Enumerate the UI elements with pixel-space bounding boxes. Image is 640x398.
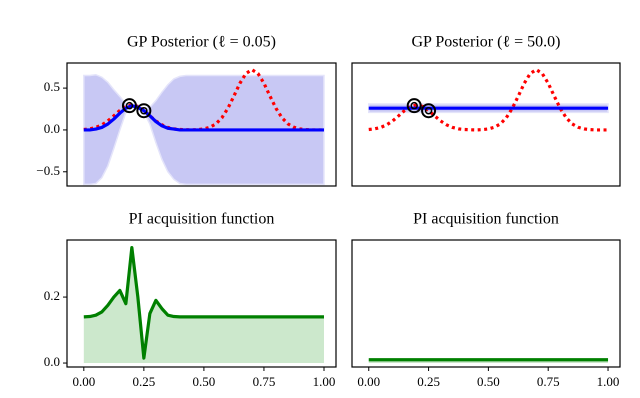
y-tick-label: 0.0 (44, 354, 60, 369)
x-tick-label: 0.00 (72, 374, 95, 389)
subplot-title: GP Posterior (ℓ = 50.0) (412, 34, 561, 51)
observation-core (125, 101, 134, 110)
subplot-title: PI acquisition function (413, 211, 559, 228)
observation-core (140, 106, 148, 115)
y-tick-label: −0.5 (36, 163, 60, 178)
subplot-title: GP Posterior (ℓ = 0.05) (127, 34, 276, 51)
x-tick-label: 0.75 (253, 374, 276, 389)
area (83, 247, 324, 364)
axes-frame (66, 62, 337, 187)
line (83, 245, 324, 360)
y-tick-label: 0.2 (44, 288, 60, 303)
y-tick-label: 0.0 (44, 121, 60, 136)
axes-frame (351, 62, 621, 187)
axes-frame (66, 239, 337, 368)
x-tick-label: 0.25 (417, 374, 440, 389)
x-tick-label: 0.50 (193, 374, 216, 389)
observation (421, 103, 437, 119)
x-tick-label: 0.25 (132, 374, 155, 389)
subplot-title: PI acquisition function (129, 211, 275, 228)
observation-core (424, 106, 433, 115)
x-tick-label: 1.00 (597, 374, 620, 389)
axes-frame (351, 239, 621, 368)
x-tick-label: 0.00 (357, 374, 380, 389)
x-tick-label: 0.50 (477, 374, 500, 389)
x-tick-label: 0.75 (537, 374, 560, 389)
x-tick-label: 1.00 (313, 374, 336, 389)
observation (136, 103, 152, 119)
line (368, 68, 609, 132)
observation (121, 98, 137, 114)
observation (406, 98, 422, 114)
observation-core (410, 101, 418, 110)
y-tick-label: 0.5 (44, 79, 60, 94)
